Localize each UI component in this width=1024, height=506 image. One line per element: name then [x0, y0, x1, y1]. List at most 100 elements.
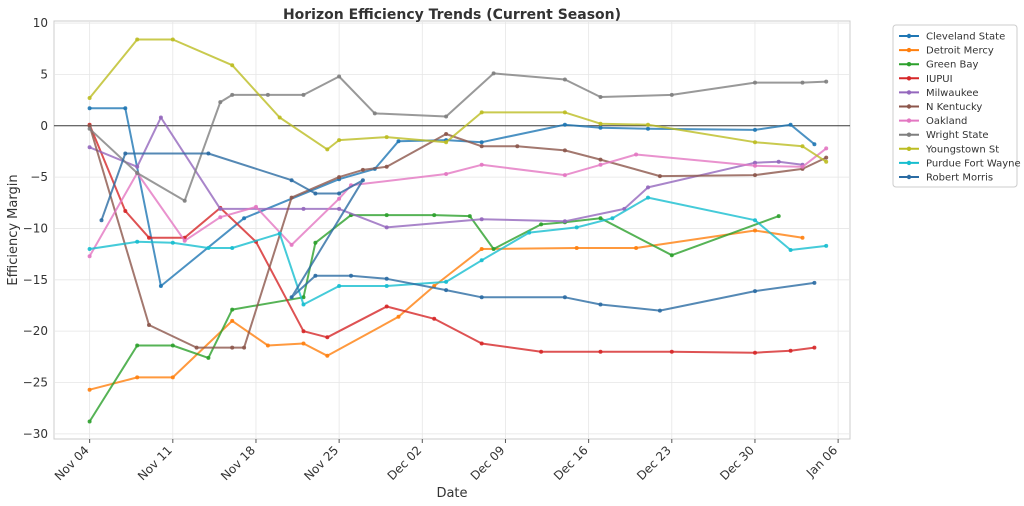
data-point — [479, 295, 484, 300]
series-oakland — [87, 146, 829, 259]
data-point — [206, 355, 211, 360]
legend-marker — [906, 118, 912, 123]
data-point — [788, 348, 793, 353]
data-point — [170, 343, 175, 348]
data-point — [598, 121, 603, 126]
data-point — [753, 163, 757, 168]
data-point — [634, 152, 639, 157]
y-tick-label: 0 — [40, 119, 48, 133]
data-point — [170, 37, 175, 42]
x-tick-label: Dec 16 — [551, 443, 591, 483]
data-point — [135, 37, 140, 42]
data-point — [479, 140, 484, 145]
series-iupui — [87, 122, 817, 355]
series-group — [87, 37, 829, 424]
legend-marker — [906, 132, 912, 137]
data-point — [753, 80, 757, 85]
data-point — [467, 214, 472, 219]
data-point — [646, 195, 650, 200]
data-point — [657, 308, 662, 313]
data-point — [194, 345, 199, 350]
data-point — [562, 122, 567, 127]
data-point — [669, 349, 674, 354]
data-point — [753, 173, 757, 178]
legend-marker — [906, 146, 912, 151]
data-point — [444, 288, 449, 293]
series-green-bay — [87, 213, 781, 424]
x-tick-label: Dec 23 — [634, 443, 674, 483]
legend-item: Youngstown St — [899, 144, 999, 155]
data-point — [337, 175, 342, 180]
data-point — [491, 247, 496, 251]
data-point — [646, 185, 650, 190]
data-point — [824, 146, 829, 151]
data-point — [230, 63, 235, 68]
data-point — [337, 74, 342, 79]
data-point — [87, 145, 92, 150]
series-line — [88, 147, 827, 257]
data-point — [135, 343, 140, 348]
data-point — [337, 191, 342, 196]
data-point — [384, 304, 389, 309]
data-point — [479, 247, 484, 251]
data-point — [230, 345, 235, 350]
data-point — [206, 151, 211, 156]
y-tick-label: −15 — [23, 273, 48, 287]
data-point — [265, 343, 270, 348]
data-point — [574, 225, 579, 230]
legend-marker — [906, 174, 912, 180]
data-point — [444, 114, 449, 119]
plot-background — [53, 20, 851, 440]
data-point — [753, 140, 757, 145]
data-point — [562, 295, 567, 300]
legend: Cleveland State Detroit Mercy Green Bay IUP… — [892, 24, 1021, 188]
y-tick-label: 5 — [40, 67, 48, 81]
data-point — [123, 209, 128, 213]
x-tick-label: Dec 30 — [717, 443, 757, 483]
legend-label: N Kentucky — [926, 102, 982, 113]
data-point — [325, 335, 330, 340]
data-point — [135, 375, 140, 380]
legend-item: Cleveland State — [899, 32, 1005, 43]
data-point — [800, 80, 805, 85]
legend-label: Oakland — [926, 116, 967, 127]
legend-label: Purdue Fort Wayne — [926, 158, 1021, 169]
series-milwaukee — [87, 115, 805, 230]
data-point — [539, 349, 544, 354]
data-point — [135, 171, 140, 175]
data-point — [349, 273, 353, 278]
data-point — [158, 115, 163, 120]
data-point — [123, 151, 128, 156]
series-youngstown-st — [87, 37, 829, 164]
data-point — [337, 206, 342, 211]
data-point — [598, 349, 603, 354]
series-cleveland-state — [87, 106, 817, 288]
data-point — [301, 92, 306, 97]
data-point — [776, 214, 781, 219]
data-point — [479, 217, 484, 222]
data-point — [753, 160, 757, 165]
data-point — [634, 246, 639, 250]
data-point — [812, 345, 817, 350]
y-tick-label: −10 — [23, 221, 48, 235]
data-point — [491, 71, 496, 76]
data-point — [479, 162, 484, 167]
series-line — [89, 116, 803, 229]
data-point — [87, 247, 92, 251]
data-point — [444, 172, 449, 176]
data-point — [135, 239, 140, 244]
x-tick-label: Dec 02 — [385, 443, 425, 483]
data-point — [598, 157, 603, 162]
data-point — [539, 222, 544, 227]
data-point — [265, 92, 270, 97]
data-point — [182, 198, 187, 203]
data-point — [218, 100, 223, 105]
y-tick-label: −5 — [30, 170, 48, 184]
data-point — [753, 218, 757, 223]
data-point — [313, 240, 318, 245]
data-point — [598, 95, 603, 99]
series-line — [89, 229, 803, 391]
legend-marker — [906, 160, 912, 166]
data-point — [812, 142, 817, 147]
